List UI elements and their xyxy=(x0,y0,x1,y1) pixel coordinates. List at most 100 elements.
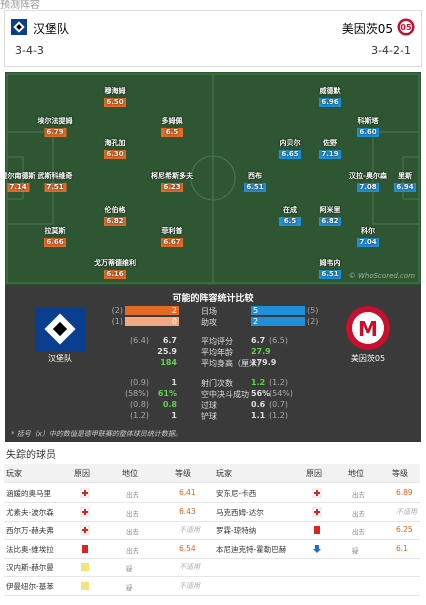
stat-label: 过球 xyxy=(201,401,217,410)
player: 威德默 6.96 xyxy=(319,87,341,107)
away-bar: 5 xyxy=(251,306,305,315)
player-rating: 6.96 xyxy=(319,98,341,107)
player-name: 西尔万-赫夫弗 xyxy=(6,526,54,535)
status: 疑 xyxy=(352,546,359,555)
pitch-lines xyxy=(6,73,420,284)
player: 埃尔法提姆 6.79 xyxy=(37,117,73,137)
stat-label: 助攻 xyxy=(201,318,217,327)
player-rating: 7.51 xyxy=(44,183,66,192)
status: 出去 xyxy=(352,528,365,536)
reason-icon xyxy=(80,525,90,535)
base-value: (1.2) xyxy=(130,411,149,420)
reason-icon xyxy=(312,488,322,498)
home-value: 1 xyxy=(171,378,177,387)
player: 里斯 6.94 xyxy=(394,171,416,192)
player: 菲利普 6.67 xyxy=(161,227,183,247)
base-value: (1.2) xyxy=(269,378,288,387)
player-name: 马克西姆-达尔 xyxy=(216,507,264,517)
player: 科斯塔 6.60 xyxy=(357,117,379,137)
player: 费尔南德斯7.14 xyxy=(5,172,36,192)
reason-icon xyxy=(312,507,322,516)
stats-note: * 括号（x）中的数值是德甲联赛的整体球员统计数据。 xyxy=(11,430,182,438)
stats-title: 可能的阵容统计比较 xyxy=(172,294,254,304)
player-rating: 6.66 xyxy=(44,238,66,247)
player-name: 本尼迪克特-霍勒巴赫 xyxy=(216,544,287,554)
stat-label: 空中决斗成功 xyxy=(201,390,249,399)
status: 出去 xyxy=(352,491,365,499)
column-header: 玩家 xyxy=(216,469,232,478)
player-rating: 6.5 xyxy=(279,217,301,226)
section-title: 预测阵容 xyxy=(0,0,40,11)
player: 科尔 7.04 xyxy=(357,226,379,247)
table-row: 伊曼纽尔-基苯 疑 不适用 xyxy=(4,577,420,596)
stat-label: 平均评分 xyxy=(201,337,233,346)
player: 多姆佩 6.5 xyxy=(161,117,183,137)
rating: 6.89 xyxy=(396,488,413,497)
rating: 6.25 xyxy=(396,525,413,534)
away-value: 1.1 xyxy=(251,411,266,420)
column-header: 原因 xyxy=(74,469,90,478)
home-logo xyxy=(11,19,27,35)
rating: 6.1 xyxy=(396,543,408,553)
missing-title: 失踪的球员 xyxy=(6,450,56,461)
missing-table: 玩家 原因 地位 等级 玩家 原因 地位 等级 涵媛的奥马里 出去 6.41 安东尼-卡西 出去 6.89… xyxy=(0,464,426,605)
table-row: 西尔万-赫夫弗 出去 不适用 罗霖-琼特纳 出去 6.25 xyxy=(4,521,420,540)
player-name: 安东尼-卡西 xyxy=(216,489,257,498)
home-formation: 3-4-3 xyxy=(15,44,44,57)
pitch: © WhoScored.com 穆海姆 6.50 埃尔法提姆 6.79 多姆佩 6.5 海孔… xyxy=(5,72,421,285)
base-value: (54%) xyxy=(269,389,294,398)
stats-panel: 可能的阵容统计比较 汉堡队 M 美因茨05 * 括号（x）中的数值是德甲联赛的整… xyxy=(5,285,421,442)
reason-icon xyxy=(80,507,90,516)
base-value: (1) xyxy=(111,317,123,326)
player-rating: 6.65 xyxy=(279,150,301,159)
reason-icon xyxy=(81,581,89,590)
column-header: 原因 xyxy=(306,469,322,478)
status: 疑 xyxy=(126,583,133,592)
column-header: 等级 xyxy=(392,469,408,478)
player-name: 尤素夫-波尔森 xyxy=(6,507,54,517)
away-value: 27.9 xyxy=(251,347,271,356)
home-bar: 0 xyxy=(125,317,179,326)
stat-label: 平均身高（厘米） xyxy=(201,359,265,368)
rating: 不适用 xyxy=(179,563,200,571)
table-header: 玩家 原因 地位 等级 玩家 原因 地位 等级 xyxy=(4,464,420,483)
player-rating: 6.82 xyxy=(319,217,341,226)
player-rating: 6.94 xyxy=(394,183,416,192)
base-value: (5) xyxy=(307,306,319,315)
column-header: 地位 xyxy=(348,469,364,478)
home-value: 61% xyxy=(157,389,177,398)
reason-icon xyxy=(313,544,321,553)
reason-icon xyxy=(314,526,320,534)
away-name: 美因茨05 xyxy=(341,22,393,36)
player-rating: 7.19 xyxy=(319,150,341,159)
stat-label: 平均年龄 xyxy=(201,348,233,357)
svg-text:M: M xyxy=(358,317,378,341)
player: 姆韦内 6.51 xyxy=(319,259,341,279)
svg-text:05: 05 xyxy=(400,23,412,32)
player-rating: 6.50 xyxy=(104,98,126,107)
player: 佐野 7.19 xyxy=(319,138,341,159)
away-value: 179.9 xyxy=(251,358,277,367)
base-value: (2) xyxy=(111,306,123,315)
lineup-header: 汉堡队 3-4-3 美因茨05 05 3-4-2-1 xyxy=(4,10,422,67)
stat-label: 射门次数 xyxy=(201,379,233,388)
reason-icon xyxy=(80,488,90,498)
table-row: 法比奥-维埃拉 出去 6.54 本尼迪克特-霍勒巴赫 疑 6.1 xyxy=(4,540,420,559)
home-value: 184 xyxy=(160,358,177,367)
away-value: 56% xyxy=(251,389,271,398)
status: 出去 xyxy=(352,509,365,518)
status: 出去 xyxy=(126,491,139,499)
player-rating: 6.67 xyxy=(161,238,183,247)
reason-icon xyxy=(81,563,89,571)
reason-icon xyxy=(82,544,88,553)
player: 柯尼希斯多夫 6.23 xyxy=(151,172,193,192)
status: 出去 xyxy=(126,528,139,536)
rating: 6.43 xyxy=(179,506,196,516)
home-value: 1 xyxy=(171,411,177,420)
player-rating: 6.79 xyxy=(44,128,66,137)
home-value: 0.8 xyxy=(162,400,177,409)
column-header: 玩家 xyxy=(6,469,22,478)
player-rating: 6.23 xyxy=(161,183,183,192)
base-value: (2) xyxy=(307,317,319,326)
